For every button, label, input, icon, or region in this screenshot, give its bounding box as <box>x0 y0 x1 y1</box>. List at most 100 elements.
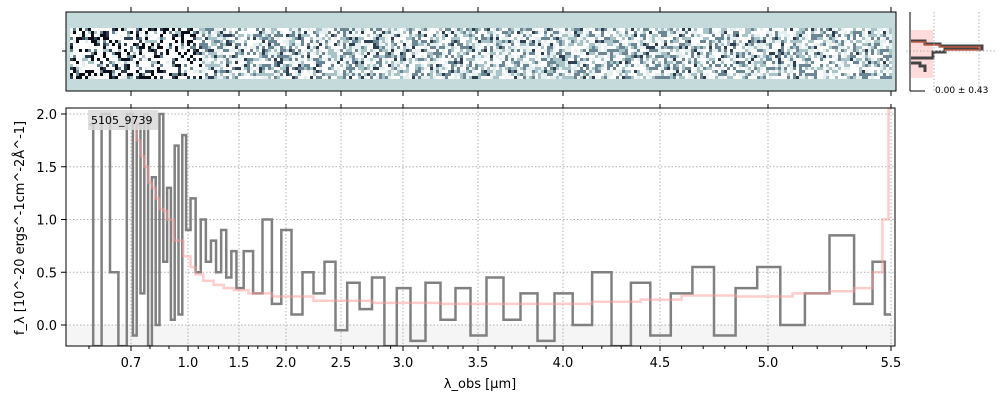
pixel <box>721 55 724 58</box>
pixel <box>490 31 493 34</box>
pixel <box>667 28 670 31</box>
pixel <box>229 43 232 46</box>
grid-lines <box>66 108 895 346</box>
pixel <box>409 73 412 76</box>
pixel <box>424 40 427 43</box>
pixel <box>622 58 625 61</box>
pixel <box>208 49 211 52</box>
pixel <box>355 58 358 61</box>
pixel <box>826 34 829 37</box>
pixel <box>811 37 814 40</box>
pixel <box>118 34 121 37</box>
pixel <box>73 64 76 67</box>
pixel <box>289 31 292 34</box>
pixel <box>253 52 256 55</box>
pixel <box>598 70 601 73</box>
pixel <box>358 40 361 43</box>
pixel <box>583 40 586 43</box>
pixel <box>820 64 823 67</box>
pixel <box>337 76 340 79</box>
pixel <box>79 70 82 73</box>
pixel <box>403 70 406 73</box>
pixel <box>736 31 739 34</box>
pixel <box>595 55 598 58</box>
pixel <box>523 58 526 61</box>
pixel <box>847 43 850 46</box>
pixel <box>460 34 463 37</box>
pixel <box>244 73 247 76</box>
pixel <box>415 76 418 79</box>
y-axis-ticks: 0.00.51.01.52.0 <box>36 108 66 334</box>
pixel <box>652 55 655 58</box>
pixel <box>463 46 466 49</box>
pixel <box>478 49 481 52</box>
pixel <box>562 70 565 73</box>
pixel <box>574 52 577 55</box>
pixel <box>127 61 130 64</box>
pixel <box>865 64 868 67</box>
pixel <box>766 70 769 73</box>
pixel <box>604 67 607 70</box>
pixel <box>79 76 82 79</box>
pixel <box>214 31 217 34</box>
pixel <box>397 37 400 40</box>
pixel <box>499 61 502 64</box>
pixel <box>475 58 478 61</box>
pixel <box>103 31 106 34</box>
pixel <box>217 37 220 40</box>
pixel <box>691 52 694 55</box>
pixel <box>712 46 715 49</box>
pixel <box>70 73 73 76</box>
pixel <box>256 76 259 79</box>
pixel <box>802 37 805 40</box>
pixel <box>256 46 259 49</box>
pixel <box>148 61 151 64</box>
pixel <box>862 70 865 73</box>
pixel <box>430 58 433 61</box>
pixel <box>268 61 271 64</box>
pixel <box>157 58 160 61</box>
pixel <box>154 64 157 67</box>
pixel <box>598 49 601 52</box>
pixel <box>790 43 793 46</box>
pixel <box>766 31 769 34</box>
pixel <box>202 43 205 46</box>
pixel <box>799 64 802 67</box>
pixel <box>103 55 106 58</box>
pixel <box>844 64 847 67</box>
pixel <box>88 34 91 37</box>
pixel <box>160 64 163 67</box>
pixel <box>778 76 781 79</box>
pixel <box>883 40 886 43</box>
pixel <box>241 64 244 67</box>
pixel <box>883 58 886 61</box>
pixel <box>292 58 295 61</box>
pixel <box>622 52 625 55</box>
pixel <box>871 49 874 52</box>
pixel <box>745 67 748 70</box>
pixel <box>649 58 652 61</box>
pixel <box>340 43 343 46</box>
pixel <box>766 55 769 58</box>
pixel <box>232 49 235 52</box>
pixel <box>574 58 577 61</box>
pixel <box>670 34 673 37</box>
pixel <box>196 64 199 67</box>
pixel <box>808 37 811 40</box>
pixel <box>838 46 841 49</box>
y-tick-label: 2.0 <box>36 108 57 123</box>
pixel <box>379 76 382 79</box>
pixel <box>247 67 250 70</box>
pixel <box>103 46 106 49</box>
pixel <box>592 55 595 58</box>
pixel <box>715 46 718 49</box>
pixel <box>820 55 823 58</box>
pixel <box>853 31 856 34</box>
pixel <box>217 55 220 58</box>
pixel <box>664 46 667 49</box>
pixel <box>187 43 190 46</box>
pixel <box>487 43 490 46</box>
pixel <box>559 49 562 52</box>
pixel <box>613 40 616 43</box>
pixel <box>187 73 190 76</box>
